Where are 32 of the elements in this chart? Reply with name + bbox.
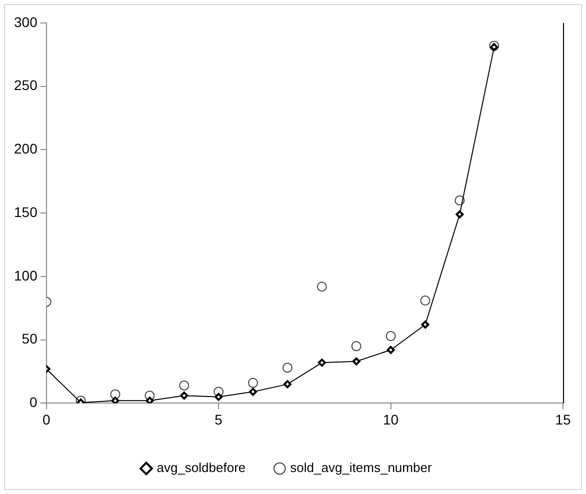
legend-label: avg_soldbefore bbox=[156, 460, 246, 476]
point bbox=[351, 341, 362, 352]
point bbox=[248, 378, 258, 388]
point bbox=[318, 358, 326, 367]
legend-label: sold_avg_items_number bbox=[290, 460, 432, 476]
point bbox=[420, 296, 430, 306]
point bbox=[490, 43, 498, 52]
point bbox=[421, 320, 430, 329]
point bbox=[146, 396, 154, 404]
y-tick-label: 250 bbox=[14, 77, 38, 94]
x-tick-label: 0 bbox=[42, 411, 50, 428]
x-tick-label: 5 bbox=[214, 411, 223, 428]
point bbox=[386, 346, 395, 354]
point bbox=[180, 392, 188, 400]
point bbox=[456, 210, 464, 218]
y-tick-label: 100 bbox=[14, 267, 38, 284]
point bbox=[352, 357, 360, 366]
y-tick-label: 50 bbox=[22, 330, 38, 347]
x-tick-label: 10 bbox=[382, 411, 399, 428]
y-tick-label: 300 bbox=[14, 14, 38, 30]
point bbox=[316, 282, 327, 292]
x-tick-label: 15 bbox=[555, 411, 571, 428]
y-tick-label: 0 bbox=[30, 394, 38, 410]
point bbox=[386, 331, 396, 342]
point bbox=[214, 392, 223, 401]
point bbox=[282, 362, 292, 373]
point bbox=[249, 388, 258, 396]
point bbox=[111, 396, 120, 404]
y-tick-label: 150 bbox=[14, 204, 38, 220]
point bbox=[283, 380, 292, 388]
point bbox=[179, 380, 190, 390]
y-tick-label: 200 bbox=[14, 140, 38, 157]
